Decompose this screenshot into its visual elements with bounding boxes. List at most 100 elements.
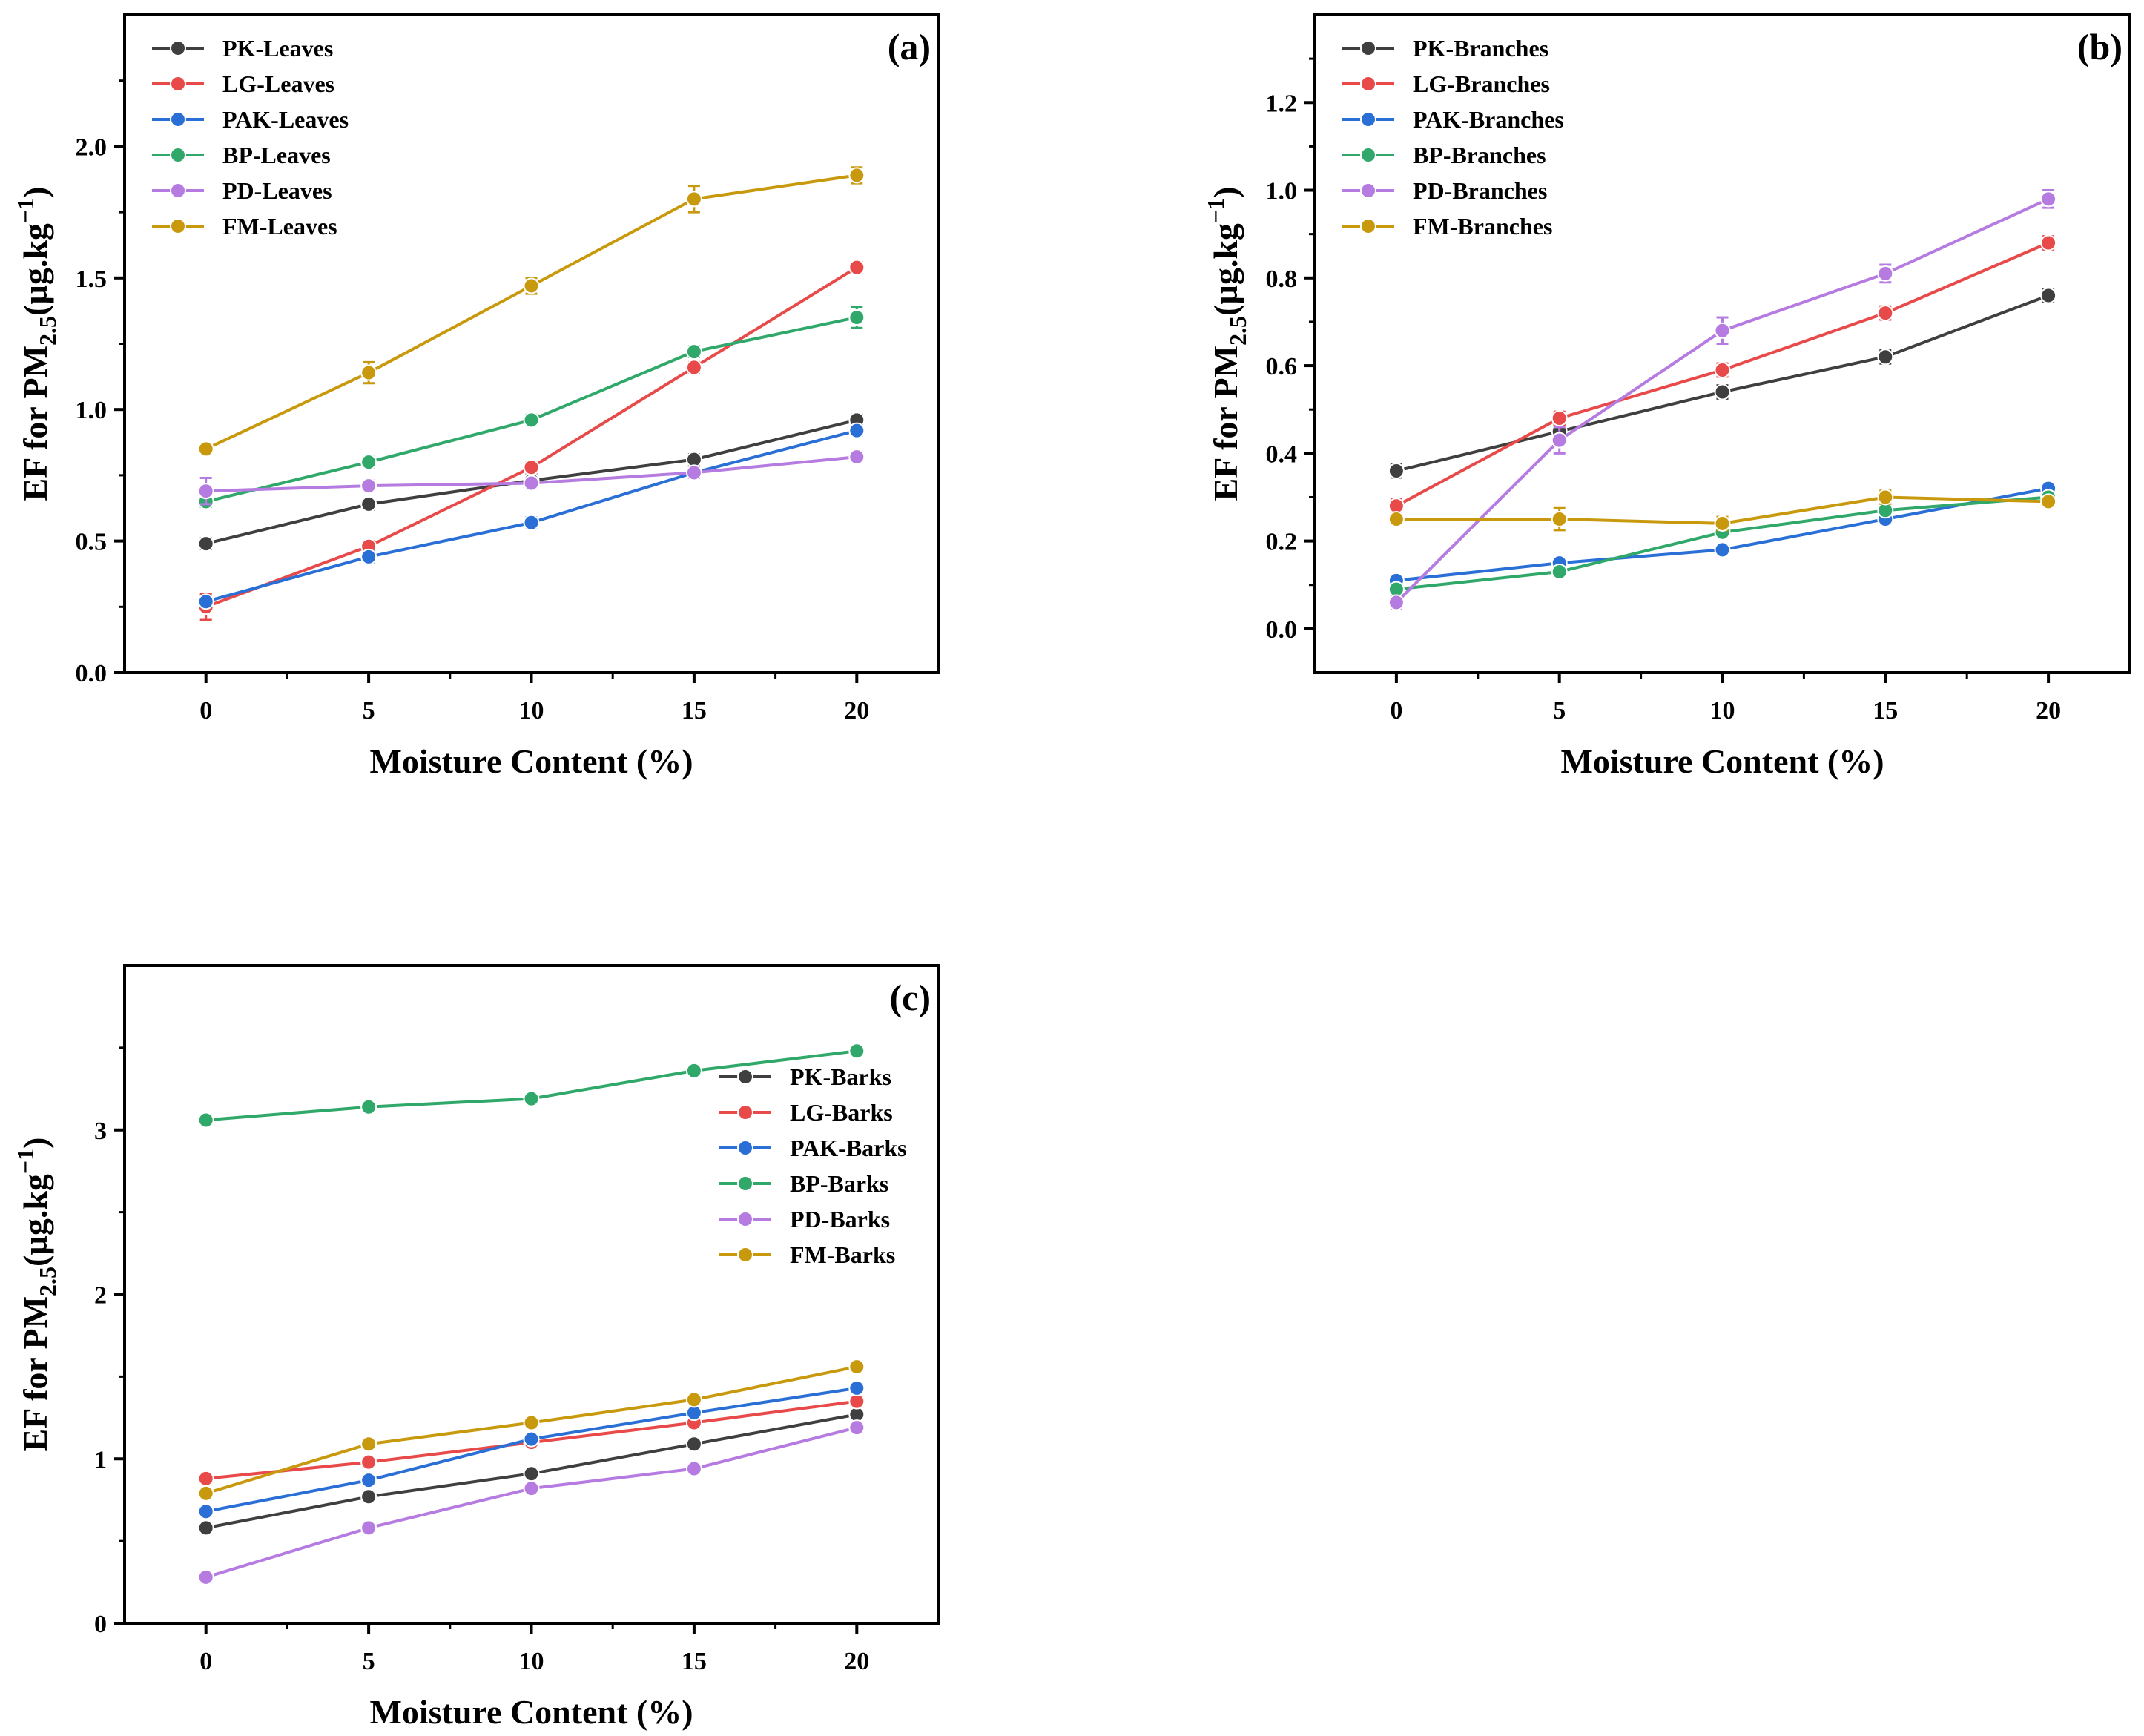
series-pd-leaves <box>197 449 865 506</box>
data-point <box>1877 489 1894 506</box>
data-point <box>1714 541 1731 558</box>
data-point <box>685 359 702 376</box>
data-point <box>360 1453 377 1471</box>
y-axis-title-main: EF for PM <box>1207 346 1244 501</box>
y-tick-label: 0.2 <box>1266 529 1298 556</box>
data-point <box>848 1419 865 1436</box>
data-point <box>1551 432 1568 449</box>
legend-swatch-marker <box>1360 147 1376 163</box>
y-tick-label: 0 <box>94 1611 107 1638</box>
data-point <box>848 422 865 439</box>
data-point <box>360 495 377 512</box>
y-tick-label: 0.0 <box>1266 616 1298 644</box>
data-point <box>523 459 540 476</box>
y-tick-label: 1.2 <box>1266 90 1298 117</box>
legend-swatch-marker <box>1360 76 1376 92</box>
legend-swatch-marker <box>1360 111 1376 128</box>
data-point <box>1877 349 1894 366</box>
data-point <box>2040 493 2057 510</box>
data-point <box>2040 191 2057 208</box>
legend-label: PD-Barks <box>790 1206 890 1232</box>
legend-label: PK-Branches <box>1413 35 1548 62</box>
series-bp-barks <box>197 1043 865 1129</box>
y-axis-title-superscript: −1 <box>1202 198 1229 223</box>
y-axis-title-unit: (µg.kg <box>16 223 54 316</box>
data-point <box>360 1488 377 1505</box>
data-point <box>360 548 377 565</box>
data-point <box>197 1112 214 1129</box>
panel-label: (a) <box>888 26 931 67</box>
x-tick-label: 0 <box>199 1648 212 1675</box>
legend-swatch-marker <box>170 147 186 163</box>
y-axis-title-close: ) <box>1207 187 1244 198</box>
series-pd-barks <box>197 1419 865 1585</box>
series-fm-branches <box>1388 489 2057 532</box>
legend-swatch-marker <box>170 76 186 92</box>
series-fm-leaves <box>197 166 865 458</box>
legend-swatch-marker <box>170 40 186 56</box>
y-axis-title-close: ) <box>16 187 54 198</box>
y-tick-label: 0.8 <box>1266 265 1298 293</box>
chart-panel-a: 0 5 10 15 20 0.0 0.5 1.0 1.5 2.0 Moisture Content … <box>12 13 940 780</box>
y-tick-label: 0.6 <box>1266 353 1298 380</box>
y-tick-label: 2 <box>94 1282 107 1310</box>
data-point <box>523 1414 540 1431</box>
legend-swatch-marker <box>737 1140 753 1156</box>
data-point <box>1388 594 1405 611</box>
series-line <box>205 1049 857 1122</box>
legend-label: FM-Branches <box>1413 213 1552 240</box>
x-tick-label: 5 <box>363 1648 375 1675</box>
x-tick-label: 10 <box>519 697 544 725</box>
data-point <box>360 1472 377 1489</box>
chart-panel-b: 0 5 10 15 20 0.0 0.2 0.4 0.6 0.8 1.0 1.2 Moisture Co… <box>1202 13 2131 780</box>
legend-label: PAK-Branches <box>1413 106 1564 133</box>
y-axis-title: EF for PM2.5(µg.kg−1) <box>12 1138 61 1452</box>
data-point <box>848 1359 865 1376</box>
data-point <box>1877 265 1894 282</box>
legend-label: BP-Branches <box>1413 142 1546 168</box>
data-point <box>360 1519 377 1537</box>
series-pak-barks <box>197 1379 865 1520</box>
legend-swatch-marker <box>170 111 186 128</box>
data-point <box>1388 462 1405 479</box>
data-point <box>523 1465 540 1482</box>
legend-label: LG-Barks <box>790 1099 893 1126</box>
data-point <box>523 412 540 429</box>
y-axis-title-superscript: −1 <box>12 1149 39 1174</box>
x-tick-label: 0 <box>199 697 212 725</box>
legend-label: FM-Leaves <box>222 213 337 240</box>
y-axis-title-subscript: 2.5 <box>34 1267 61 1296</box>
data-point <box>1551 563 1568 580</box>
data-point <box>523 1090 540 1107</box>
legend: PK-Leaves LG-Leaves PAK-Leaves BP-Leaves PD-… <box>152 35 349 240</box>
legend-label: LG-Leaves <box>222 70 334 97</box>
y-axis-title: EF for PM2.5(µg.kg−1) <box>12 187 61 501</box>
y-tick-label: 0.4 <box>1266 440 1298 468</box>
data-point <box>197 593 214 610</box>
x-tick-label: 10 <box>1710 697 1735 725</box>
data-point <box>1714 515 1731 532</box>
data-point <box>523 514 540 531</box>
y-axis-title-main: EF for PM <box>16 346 54 501</box>
y-axis-title-unit: (µg.kg <box>16 1174 54 1267</box>
data-point <box>197 535 214 552</box>
data-point <box>1714 322 1731 339</box>
data-point <box>685 1062 702 1079</box>
y-axis-title-subscript: 2.5 <box>34 316 61 346</box>
x-tick-label: 15 <box>1873 697 1898 725</box>
legend-label: LG-Branches <box>1413 70 1550 97</box>
x-tick-label: 10 <box>519 1648 544 1675</box>
data-point <box>685 191 702 208</box>
data-point <box>1551 511 1568 528</box>
legend-swatch-marker <box>737 1247 753 1263</box>
data-point <box>197 1503 214 1520</box>
y-tick-label: 1.5 <box>76 265 108 293</box>
legend-label: PK-Barks <box>790 1063 891 1090</box>
data-point <box>2040 234 2057 251</box>
data-point <box>685 343 702 360</box>
y-tick-label: 2.0 <box>76 133 108 161</box>
data-point <box>848 309 865 326</box>
data-point <box>360 364 377 381</box>
x-tick-label: 15 <box>682 697 707 725</box>
